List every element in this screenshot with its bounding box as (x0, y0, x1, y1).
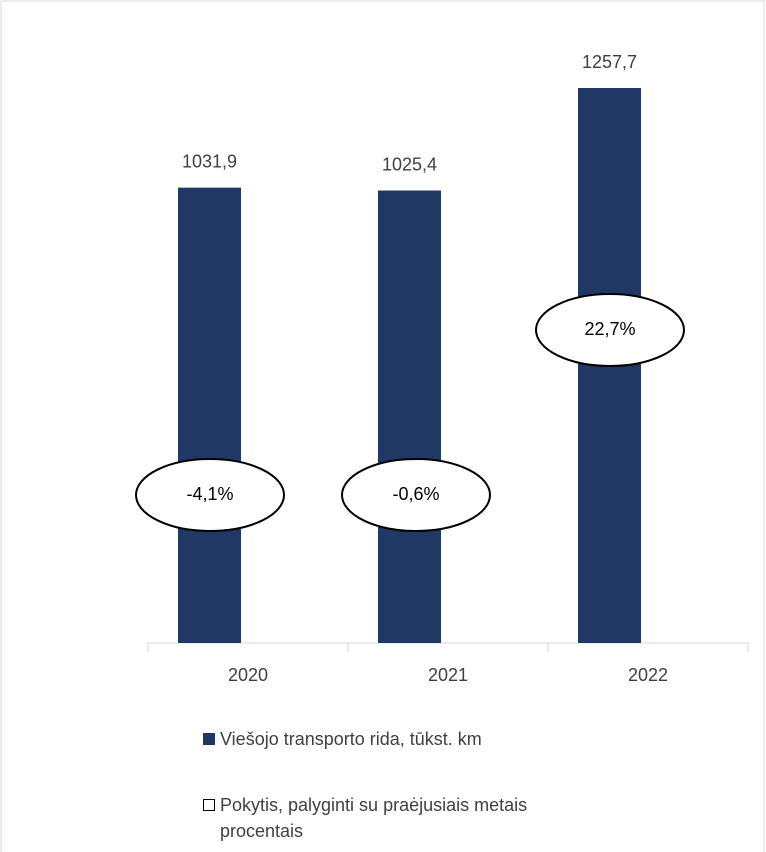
change-label: -4,1% (186, 484, 233, 504)
legend-item: Viešojo transporto rida, tūkst. km (203, 726, 482, 752)
x-tick-label: 2022 (628, 665, 668, 685)
change-bubble (341, 458, 491, 532)
value-label: 1025,4 (382, 154, 437, 174)
change-bubble (135, 458, 285, 532)
value-label: 1031,9 (182, 151, 237, 171)
x-tick-label: 2021 (428, 665, 468, 685)
legend-label: Viešojo transporto rida, tūkst. km (220, 729, 482, 749)
value-label: 1257,7 (582, 52, 637, 72)
x-tick-label: 2020 (228, 665, 268, 685)
legend-label: Pokytis, palyginti su praėjusiais metais… (220, 795, 528, 841)
change-label: 22,7% (584, 319, 635, 339)
change-bubble (535, 293, 685, 367)
legend-swatch (203, 733, 215, 745)
legend-swatch (203, 799, 215, 811)
legend-item: Pokytis, palyginti su praėjusiais metais… (203, 792, 563, 844)
bar (378, 190, 441, 643)
bar (178, 187, 241, 643)
change-label: -0,6% (392, 484, 439, 504)
